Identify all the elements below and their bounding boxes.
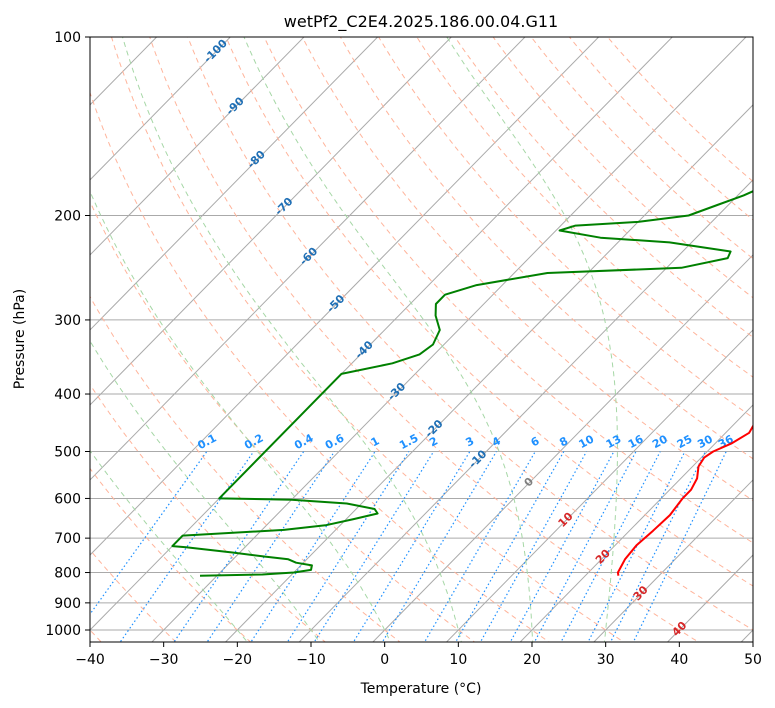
y-tick-label: 400	[54, 387, 81, 403]
mixing-ratio-label: 13	[604, 432, 624, 451]
mixing-ratio-1	[250, 451, 376, 642]
dry-adiabat-30	[110, 37, 625, 642]
mixing-ratio-0.4	[173, 451, 305, 642]
x-tick-label: 50	[744, 652, 762, 668]
x-tick-label: −20	[223, 652, 253, 668]
x-axis-title: Temperature (°C)	[360, 681, 482, 697]
plot-frame	[89, 36, 754, 643]
moist-adiabat--10	[90, 340, 320, 642]
isotherm--60	[90, 37, 526, 481]
isotherm--70	[90, 37, 453, 406]
dry-adiabat-70	[263, 37, 753, 544]
mixing-ratio-13	[509, 451, 615, 642]
y-tick-label: 700	[54, 531, 81, 547]
dry-adiabat-20	[90, 91, 551, 642]
mixing-ratio-8	[455, 451, 565, 642]
y-tick-label: 500	[54, 444, 81, 460]
dry-adiabat-120	[454, 37, 753, 338]
dry-adiabat-60	[225, 37, 753, 587]
plot-background	[90, 37, 753, 642]
mixing-ratio-label: 20	[650, 432, 670, 451]
y-axis-title: Pressure (hPa)	[12, 289, 28, 389]
mixing-ratio-label: 30	[695, 432, 715, 451]
y-tick-label: 200	[54, 209, 81, 225]
dry-adiabat--10	[90, 383, 326, 642]
y-tick-label: 800	[54, 566, 81, 582]
mixing-ratio-30	[609, 451, 706, 642]
dry-adiabat--20	[90, 467, 252, 642]
mixing-ratio-6	[423, 451, 536, 642]
mixing-ratio-0.6	[206, 451, 335, 642]
axis-layer: −40 −30 −20 −10 0 10 20 30 40 50 100 200 300 400 500 60…	[45, 30, 762, 668]
y-tick-label: 300	[54, 313, 81, 329]
isotherm--80	[90, 37, 379, 331]
mixing-ratio-36	[632, 451, 727, 642]
isotherm-0	[372, 254, 753, 642]
dry-adiabat-40	[149, 37, 700, 642]
isotherm--20	[224, 104, 753, 642]
y-tick-label: 100	[54, 30, 81, 46]
dry-adiabat-10	[90, 200, 476, 642]
mixing-ratio-label: 36	[716, 432, 736, 451]
y-tick-label: 1000	[45, 623, 81, 639]
isotherm--30	[151, 37, 747, 642]
y-tick-label: 900	[54, 596, 81, 612]
dry-adiabat-50	[187, 37, 753, 631]
moist-adiabat-30	[446, 37, 618, 642]
grid-layer	[90, 37, 753, 642]
mixing-ratio-0.1	[90, 451, 208, 616]
isotherm--90	[90, 37, 305, 256]
chart-title: wetPf2_C2E4.2025.186.00.04.G11	[284, 12, 558, 32]
series-layer	[171, 190, 753, 577]
x-tick-label: 20	[523, 652, 541, 668]
x-tick-label: −30	[149, 652, 179, 668]
series-line-temperature	[616, 424, 753, 576]
x-tick-label: 40	[670, 652, 688, 668]
series-line-dewpoint	[171, 190, 753, 577]
moist-adiabat-0	[90, 190, 392, 642]
x-tick-label: 30	[597, 652, 615, 668]
isotherm--50	[90, 37, 600, 556]
isotherm-30	[593, 479, 753, 642]
isotherm--110	[90, 37, 158, 106]
mixing-ratio-0.2	[119, 451, 255, 642]
mixing-ratio-label: 25	[675, 432, 695, 451]
mixing-ratio-10	[479, 451, 588, 642]
mixing-ratio-1.5	[286, 451, 410, 642]
mixing-ratio-label: 16	[626, 432, 646, 451]
isotherm--10	[298, 179, 753, 642]
moist-adiabat--20	[90, 449, 248, 642]
moist-adiabat-20	[243, 37, 534, 642]
x-tick-label: −10	[296, 652, 326, 668]
dry-adiabat-80	[301, 37, 753, 502]
x-tick-label: 0	[380, 652, 389, 668]
isotherm--100	[90, 37, 232, 181]
mixing-ratio-label: 10	[577, 432, 597, 451]
mixing-ratio-4	[381, 451, 497, 642]
y-tick-label: 600	[54, 491, 81, 507]
x-tick-label: −40	[75, 652, 105, 668]
isotherm-10	[445, 329, 753, 642]
x-tick-label: 10	[449, 652, 467, 668]
